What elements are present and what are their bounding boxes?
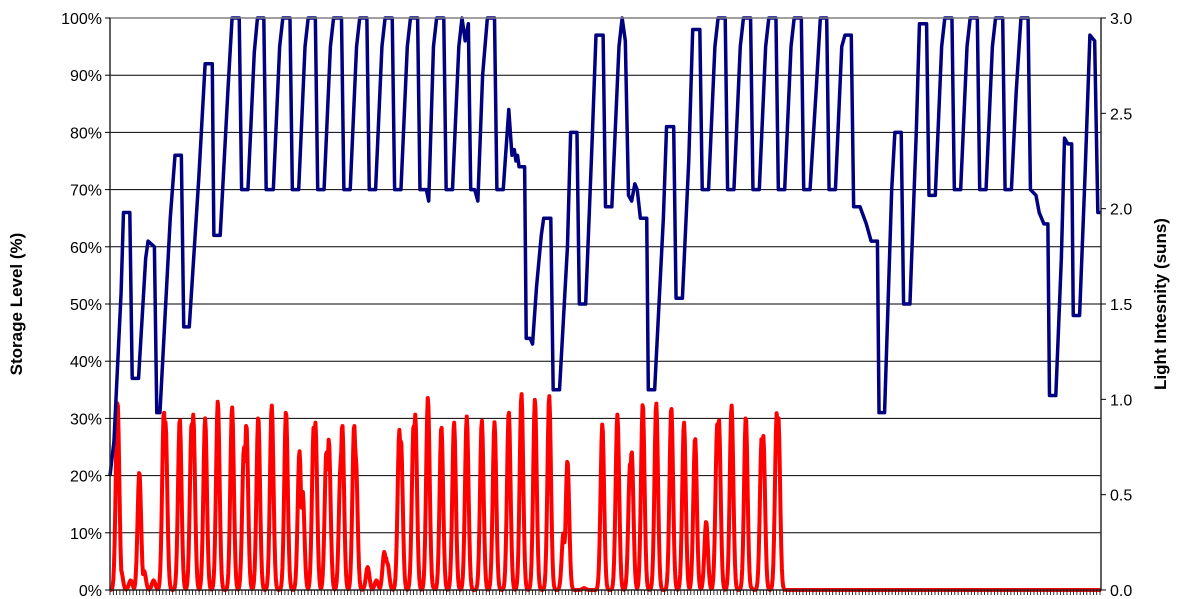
- right-tick-label: 0.0: [1110, 583, 1132, 599]
- right-tick-label: 2.0: [1110, 202, 1132, 219]
- left-tick-label: 40%: [70, 354, 102, 371]
- left-tick-label: 30%: [70, 411, 102, 428]
- left-tick-label: 80%: [70, 125, 102, 142]
- left-tick-label: 10%: [70, 526, 102, 543]
- right-tick-label: 2.5: [1110, 106, 1132, 123]
- right-tick-label: 3.0: [1110, 11, 1132, 28]
- right-tick-label: 1.5: [1110, 297, 1132, 314]
- left-tick-label: 100%: [61, 11, 102, 28]
- light-intensity-series: [108, 392, 1103, 592]
- left-tick-label: 70%: [70, 183, 102, 200]
- right-tick-label: 1.0: [1110, 392, 1132, 409]
- left-tick-label: 50%: [70, 297, 102, 314]
- x-axis-ticks: [109, 590, 1101, 595]
- left-axis-title: Storage Level (%): [7, 233, 26, 376]
- left-tick-label: 0%: [79, 583, 102, 599]
- right-axis-title: Light Intesnity (suns): [1151, 218, 1170, 390]
- light-intensity-line: [108, 392, 1103, 592]
- right-tick-label: 0.5: [1110, 488, 1132, 505]
- left-axis-tick-labels: 0% 10% 20% 30% 40% 50% 60% 70% 80% 90% 100%: [61, 11, 110, 599]
- left-tick-label: 20%: [70, 469, 102, 486]
- left-tick-label: 60%: [70, 240, 102, 257]
- left-tick-label: 90%: [70, 68, 102, 85]
- right-axis-tick-labels: 0.0 0.5 1.0 1.5 2.0 2.5 3.0: [1101, 11, 1132, 599]
